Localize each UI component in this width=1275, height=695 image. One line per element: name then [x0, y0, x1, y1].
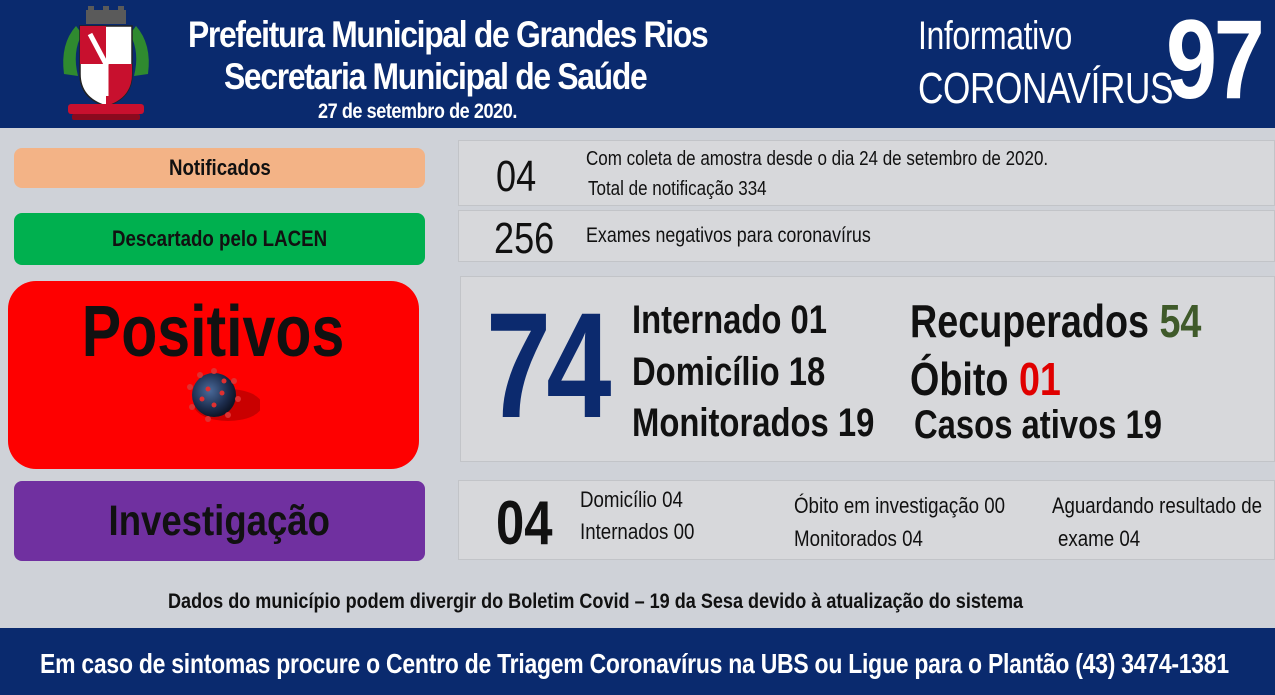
positive-label: Positivos: [82, 292, 345, 372]
notified-panel: [458, 140, 1275, 206]
investigation-home: Domicílio 04: [580, 487, 683, 512]
bulletin-label: Informativo: [918, 14, 1072, 58]
investigation-awaiting: Aguardando resultado de: [1052, 493, 1263, 518]
notified-note: Com coleta de amostra desde o dia 24 de …: [586, 148, 1049, 170]
death-label: Óbito: [910, 353, 1009, 405]
positive-hospitalized: Internado 01: [632, 298, 828, 342]
investigation-label: Investigação: [108, 496, 331, 545]
investigation-count: 04: [496, 489, 553, 558]
positive-panel: [460, 276, 1275, 462]
notified-label: Notificados: [168, 155, 271, 180]
department-title: Secretaria Municipal de Saúde: [224, 56, 648, 97]
discarded-label-box: Descartado pelo LACEN: [14, 213, 425, 265]
notified-count: 04: [496, 152, 537, 201]
investigation-death: Óbito em investigação 00: [794, 493, 1006, 518]
recovered-value: 54: [1159, 295, 1202, 347]
discarded-panel: [458, 210, 1275, 262]
investigation-awaiting-count: exame 04: [1058, 526, 1141, 551]
death-value: 01: [1018, 353, 1061, 405]
coronavirus-icon: [187, 368, 260, 422]
positive-home: Domicílio 18: [632, 350, 826, 394]
discarded-count: 256: [494, 214, 555, 263]
positive-label-box: Positivos: [8, 281, 419, 469]
discarded-note: Exames negativos para coronavírus: [586, 224, 871, 247]
positive-monitored: Monitorados 19: [632, 401, 875, 445]
bulletin-date: 27 de setembro de 2020.: [318, 100, 517, 123]
investigation-panel: [458, 480, 1275, 560]
investigation-label-box: Investigação: [14, 481, 425, 561]
positive-recovered: Recuperados 54: [910, 294, 1201, 348]
positive-deaths: Óbito 01: [910, 352, 1061, 406]
municipal-coat-of-arms-icon: [63, 6, 149, 120]
bulletin-number: 97: [1166, 0, 1265, 122]
notified-label-box: Notificados: [14, 148, 425, 188]
disclaimer-text: Dados do município podem divergir do Bol…: [168, 590, 1024, 613]
notified-total: Total de notificação 334: [588, 178, 767, 200]
discarded-label: Descartado pelo LACEN: [111, 226, 328, 251]
investigation-monitored: Monitorados 04: [794, 526, 923, 551]
municipality-title: Prefeitura Municipal de Grandes Rios: [188, 14, 709, 55]
header-banner: Prefeitura Municipal de Grandes Rios Sec…: [0, 0, 1275, 128]
footer-contact-text: Em caso de sintomas procure o Centro de …: [40, 648, 1229, 679]
positive-count: 74: [486, 281, 611, 449]
bulletin-subject: CORONAVÍRUS: [918, 64, 1174, 113]
positive-active: Casos ativos 19: [914, 403, 1162, 447]
investigation-hospitalized: Internados 00: [580, 519, 695, 544]
recovered-label: Recuperados: [910, 295, 1149, 347]
footer-banner: Em caso de sintomas procure o Centro de …: [0, 628, 1275, 695]
